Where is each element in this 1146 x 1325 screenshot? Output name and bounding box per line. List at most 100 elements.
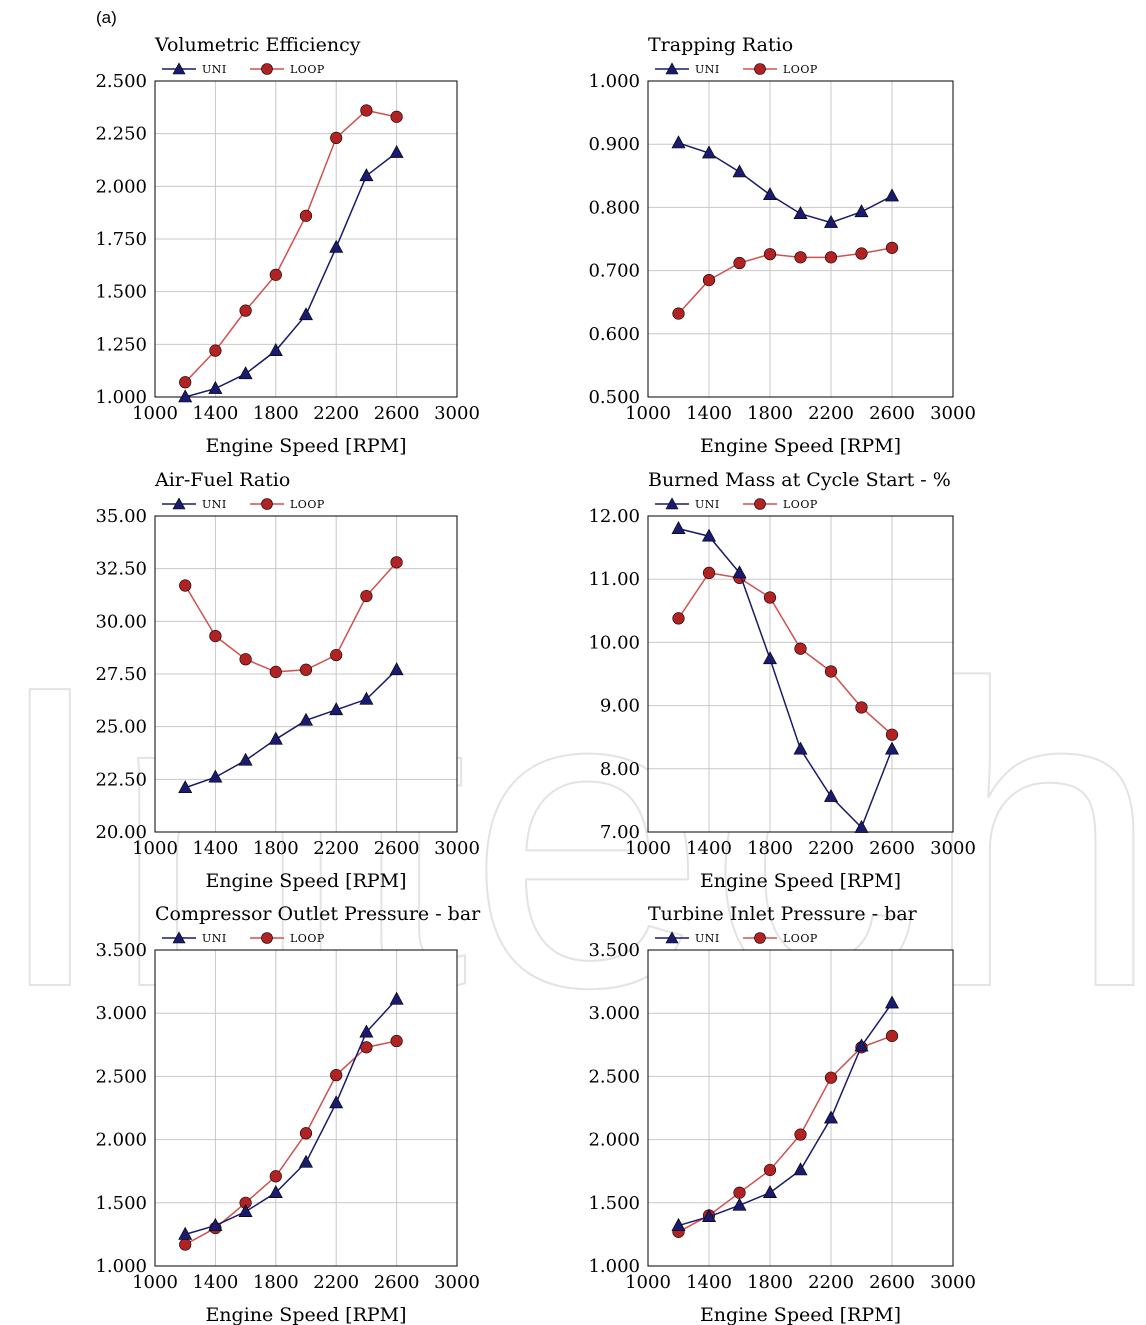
data-point-loop (330, 648, 343, 662)
data-point-uni (268, 343, 283, 356)
data-point-uni (178, 780, 193, 794)
x-tick-label: 1400 (686, 1272, 732, 1293)
x-tick-label: 3000 (930, 403, 976, 424)
data-point-loop (209, 629, 222, 643)
y-tick-label: 1.500 (95, 1193, 147, 1214)
y-tick-label: 1.000 (95, 387, 147, 408)
legend-label: UNI (202, 498, 227, 511)
x-axis-label: Engine Speed [RPM] (700, 435, 901, 457)
legend: UNI LOOP (162, 62, 325, 76)
data-point-uni (671, 521, 686, 534)
chart-title: Turbine Inlet Pressure - bar (648, 903, 918, 925)
data-point-uni (298, 307, 314, 321)
y-tick-label: 2.500 (95, 1066, 147, 1087)
y-tick-label: 11.00 (588, 569, 640, 590)
data-point-loop (824, 665, 838, 678)
legend: UNI LOOP (655, 62, 817, 76)
legend-label: LOOP (290, 932, 325, 945)
data-point-uni (389, 991, 404, 1005)
legend: UNI LOOP (162, 931, 325, 945)
x-tick-label: 1800 (253, 838, 299, 859)
x-tick-label: 1000 (625, 1272, 671, 1293)
series-line-loop (184, 561, 398, 673)
data-point-uni (268, 731, 283, 745)
triangle-icon (665, 931, 679, 944)
chart-panel-1: Volumetric Efficiency UNI LOOP 1.000 1.250 1.… (95, 34, 479, 457)
data-point-uni (762, 651, 778, 665)
data-point-loop (763, 591, 777, 604)
data-point-loop (672, 612, 685, 625)
data-point-loop (885, 241, 899, 254)
data-point-uni (208, 380, 223, 394)
data-point-uni (389, 662, 404, 676)
legend-label: LOOP (290, 63, 325, 76)
legend-label: UNI (202, 63, 227, 76)
data-point-uni (884, 741, 900, 755)
circle-icon (754, 498, 766, 510)
y-tick-label: 10.00 (588, 632, 640, 653)
data-point-uni (671, 135, 686, 149)
data-point-loop (239, 653, 252, 666)
y-tick-label: 3.000 (95, 1003, 147, 1024)
data-point-loop (269, 1170, 282, 1183)
x-tick-label: 2200 (313, 838, 359, 859)
y-tick-label: 35.00 (95, 506, 147, 527)
data-point-uni (823, 1110, 839, 1124)
chart-panel-5: Compressor Outlet Pressure - bar UNI LOOP 1… (95, 903, 481, 1325)
chart-panel-2: Trapping Ratio UNI LOOP 0.500 0.600 0.700 0.80… (588, 34, 975, 457)
y-tick-label: 1.500 (588, 1193, 640, 1214)
data-point-uni (732, 1197, 747, 1211)
data-point-loop (390, 110, 403, 123)
legend-label: UNI (695, 932, 720, 945)
data-point-loop (390, 556, 403, 569)
x-tick-label: 1800 (253, 403, 299, 424)
x-tick-label: 1400 (686, 403, 732, 424)
data-point-uni (793, 741, 808, 755)
legend-label: UNI (695, 63, 720, 76)
legend-label: LOOP (783, 498, 818, 511)
x-axis-label: Engine Speed [RPM] (700, 1304, 901, 1325)
x-tick-label: 1800 (747, 838, 793, 859)
legend-label: UNI (202, 932, 227, 945)
y-tick-label: 27.50 (95, 664, 147, 685)
data-point-loop (855, 701, 868, 714)
data-point-loop (239, 304, 252, 317)
x-tick-label: 2600 (374, 1272, 420, 1293)
chart-title: Trapping Ratio (648, 34, 793, 56)
data-point-loop (299, 1127, 313, 1140)
x-tick-label: 2600 (869, 838, 915, 859)
data-point-uni (762, 1185, 778, 1198)
data-point-loop (390, 1034, 403, 1048)
data-point-uni (671, 1217, 686, 1231)
data-point-uni (732, 565, 747, 579)
y-tick-label: 2.500 (588, 1066, 640, 1087)
x-axis-label: Engine Speed [RPM] (700, 870, 901, 892)
y-tick-label: 0.900 (588, 134, 640, 155)
data-point-uni (329, 702, 344, 716)
plot-frame (154, 949, 458, 1267)
x-tick-label: 3000 (930, 1272, 976, 1293)
x-tick-label: 1400 (192, 1272, 238, 1293)
x-tick-label: 3000 (930, 838, 976, 859)
legend-label: UNI (695, 498, 720, 511)
data-point-uni (884, 188, 900, 202)
data-point-uni (298, 712, 314, 726)
triangle-icon (172, 931, 186, 944)
data-point-uni (701, 145, 717, 159)
data-point-loop (794, 251, 807, 264)
series-line-uni (678, 1002, 893, 1227)
plot-area (648, 950, 953, 1266)
data-point-loop (179, 579, 192, 592)
x-tick-label: 3000 (434, 838, 480, 859)
figure-label: (a) (96, 8, 117, 27)
data-point-uni (268, 1185, 283, 1198)
y-tick-label: 7.00 (600, 822, 640, 843)
x-tick-label: 1400 (686, 838, 732, 859)
y-tick-label: 22.50 (95, 769, 147, 790)
plot-frame (647, 80, 954, 398)
y-tick-label: 0.700 (588, 261, 640, 282)
y-tick-label: 30.00 (95, 611, 147, 632)
legend: UNI LOOP (655, 931, 817, 945)
data-point-loop (702, 566, 716, 579)
triangle-icon (172, 497, 186, 510)
